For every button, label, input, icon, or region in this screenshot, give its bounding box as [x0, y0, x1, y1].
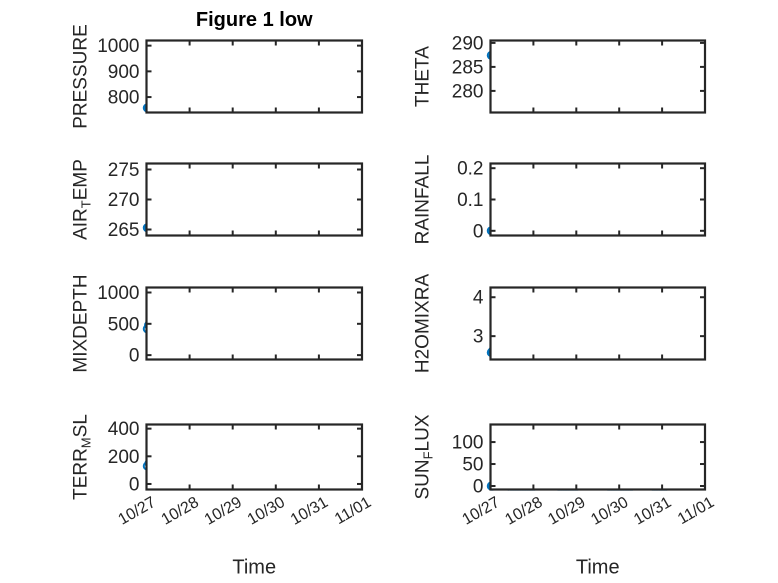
xlabel-sun_flux: Time [576, 557, 620, 579]
ticks-h2omixra [489, 287, 706, 360]
axes-rainfall: 0 0.1 0.2 RAINFALL [413, 155, 707, 245]
ylabel-mixdepth: MIXDEPTH [71, 274, 92, 372]
svg-text:THETA: THETA [413, 46, 434, 107]
ytick-label-terr_msl: 200 [108, 447, 140, 468]
ticks-sun_flux [489, 424, 706, 490]
ytick-label-terr_msl: 0 [129, 474, 140, 495]
ticks-mixdepth [145, 287, 363, 360]
ylabel-sun_flux: SUNFLUX [413, 414, 436, 499]
xtick-label: 10/28 [502, 494, 545, 529]
xtick-label: 10/31 [631, 494, 674, 529]
ytick-label-h2omixra: 3 [473, 327, 484, 348]
ytick-label-mixdepth: 1000 [97, 283, 139, 304]
ytick-label-rainfall: 0.2 [457, 159, 483, 180]
ytick-label-pressure: 1000 [97, 36, 139, 57]
svg-text:PRESSURE: PRESSURE [71, 24, 92, 129]
xtick-label: 10/31 [288, 494, 331, 529]
ylabel-terr_msl: TERRMSL [71, 414, 94, 500]
svg-text:MIXDEPTH: MIXDEPTH [71, 274, 92, 372]
xlabel-terr_msl: Time [232, 557, 276, 579]
axes-theta: 280 285 290 THETA [413, 33, 707, 114]
ytick-label-theta: 285 [452, 57, 484, 78]
ytick-label-rainfall: 0 [473, 221, 484, 242]
svg-text:RAINFALL: RAINFALL [413, 155, 434, 245]
plot-box-sun_flux [489, 423, 707, 491]
svg-text:AIRTEMP: AIRTEMP [71, 159, 94, 240]
ylabel-h2omixra: H2OMIXRA [413, 274, 434, 374]
ytick-label-pressure: 800 [108, 88, 140, 109]
ytick-label-mixdepth: 0 [129, 346, 140, 367]
xtick-label: 10/30 [245, 494, 288, 529]
ytick-label-theta: 280 [452, 81, 484, 102]
ytick-label-pressure: 900 [108, 62, 140, 83]
ticks-rainfall [489, 163, 706, 236]
plot-box-terr_msl [145, 423, 364, 491]
axes-air_temp: 265 270 275 AIRTEMP [71, 159, 364, 241]
ytick-label-sun_flux: 50 [462, 455, 483, 476]
ytick-label-rainfall: 0.1 [457, 190, 483, 211]
ytick-label-air_temp: 265 [108, 220, 140, 241]
ytick-label-sun_flux: 100 [452, 433, 484, 454]
xtick-label: 11/01 [675, 494, 717, 528]
axes-h2omixra: 3 4 H2OMIXRA [413, 274, 707, 374]
svg-text:H2OMIXRA: H2OMIXRA [413, 274, 434, 374]
ytick-label-air_temp: 275 [108, 160, 140, 181]
ylabel-pressure: PRESSURE [71, 24, 92, 129]
ticks-terr_msl [145, 424, 363, 490]
figure-title: Figure 1 low [196, 9, 313, 31]
plot-box-rainfall [489, 162, 707, 237]
plot-box-pressure [145, 39, 364, 114]
axes-terr_msl: 0 200 400 TERRMSL 10/27 10/28 10/29 10/30 10/31 1… [71, 414, 375, 578]
ylabel-theta: THETA [413, 46, 434, 107]
ticks-pressure [145, 40, 363, 113]
plot-box-h2omixra [489, 286, 707, 361]
figure-title-group: Figure 1 low [196, 9, 313, 31]
ticks-theta [489, 40, 706, 113]
ytick-label-h2omixra: 4 [473, 288, 484, 309]
xtick-label: 10/29 [545, 494, 588, 529]
xtick-label: 10/27 [460, 494, 503, 529]
plot-box-mixdepth [145, 286, 364, 361]
svg-text:TERRMSL: TERRMSL [71, 414, 94, 500]
ytick-label-mixdepth: 500 [108, 314, 140, 335]
plot-box-air_temp [145, 162, 364, 237]
ytick-label-terr_msl: 400 [108, 419, 140, 440]
plot-box-theta [489, 39, 707, 114]
ytick-label-air_temp: 270 [108, 190, 140, 211]
xtick-label: 10/27 [116, 494, 159, 529]
xtick-label: 10/28 [159, 494, 202, 529]
xtick-label: 11/01 [332, 494, 374, 528]
ylabel-air_temp: AIRTEMP [71, 159, 94, 240]
ytick-label-theta: 290 [452, 33, 484, 54]
ylabel-rainfall: RAINFALL [413, 155, 434, 245]
svg-text:SUNFLUX: SUNFLUX [413, 414, 436, 499]
xtick-label: 10/30 [588, 494, 631, 529]
ytick-label-sun_flux: 0 [473, 476, 484, 497]
ticks-air_temp [145, 163, 363, 236]
xtick-label: 10/29 [202, 494, 245, 529]
